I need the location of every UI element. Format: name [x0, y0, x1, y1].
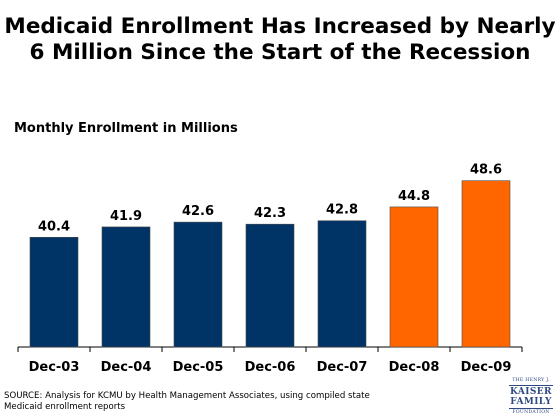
bar-dec-09	[461, 180, 511, 348]
bar-dec-08	[389, 206, 439, 348]
bar-dec-03	[29, 236, 79, 348]
bar-dec-07	[317, 220, 367, 348]
bar-dec-06	[245, 223, 295, 348]
value-label-dec-05: 42.6	[182, 204, 214, 219]
value-label-dec-07: 42.8	[326, 203, 358, 218]
logo-rule-top	[509, 385, 553, 386]
logo-line-3: FAMILY	[510, 397, 552, 407]
logo-line-2: KAISER	[510, 387, 552, 397]
source-note: SOURCE: Analysis for KCMU by Health Mana…	[4, 391, 370, 412]
logo-rule-bottom	[509, 408, 553, 409]
category-label-dec-09: Dec-09	[461, 360, 512, 375]
kaiser-logo: THE HENRY J. KAISER FAMILY FOUNDATION	[506, 378, 556, 416]
value-label-dec-06: 42.3	[254, 206, 286, 221]
category-label-dec-05: Dec-05	[173, 360, 224, 375]
value-label-dec-09: 48.6	[470, 163, 502, 178]
bar-dec-04	[101, 226, 151, 348]
logo-line-1: THE HENRY J.	[512, 378, 550, 383]
category-label-dec-03: Dec-03	[29, 360, 80, 375]
category-label-dec-08: Dec-08	[389, 360, 440, 375]
category-label-dec-06: Dec-06	[245, 360, 296, 375]
value-label-dec-08: 44.8	[398, 189, 430, 204]
logo-line-4: FOUNDATION	[512, 410, 550, 415]
bar-dec-05	[173, 221, 223, 348]
chart-title: Medicaid Enrollment Has Increased by Nea…	[4, 14, 556, 65]
category-label-dec-04: Dec-04	[101, 360, 152, 375]
chart-subtitle: Monthly Enrollment in Millions	[14, 121, 238, 136]
value-label-dec-04: 41.9	[110, 209, 142, 224]
category-label-dec-07: Dec-07	[317, 360, 368, 375]
value-label-dec-03: 40.4	[38, 219, 70, 234]
bar-chart: 40.4 Dec-03 41.9 Dec-04 42.6 Dec-05 42.3 Dec-06…	[17, 163, 523, 375]
